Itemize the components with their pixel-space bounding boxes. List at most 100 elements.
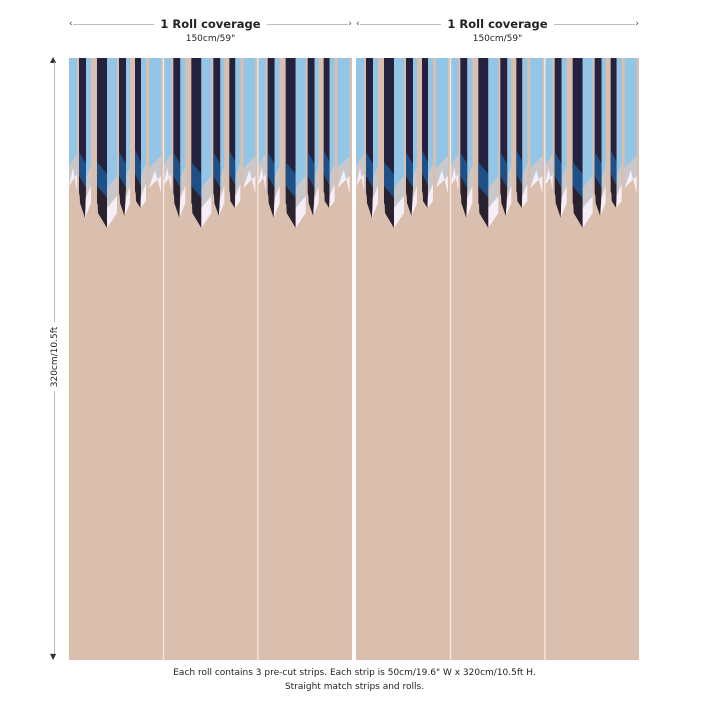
pencil-dark-tip	[285, 186, 296, 228]
pencil-grey-band	[220, 166, 225, 198]
pencil-grey-band	[488, 176, 499, 208]
pencil-light-body	[314, 58, 319, 178]
pencil-light-body	[220, 58, 225, 178]
pencil-light-body	[257, 58, 266, 166]
pencil-light-body	[180, 58, 186, 178]
pencil-dark-tip	[610, 174, 617, 208]
pencil-light-body	[561, 58, 567, 178]
pencil-grey-band	[235, 164, 241, 196]
pencil-white-tip	[544, 168, 553, 191]
pencil-blue-band	[267, 152, 275, 188]
pencil-dark-tip	[191, 186, 202, 228]
strip-divider	[162, 58, 165, 660]
pencil-dark-tip	[516, 174, 523, 208]
pencil-white-tip	[505, 186, 512, 216]
pencil-dark-tip	[323, 174, 330, 208]
pencil-light-body	[373, 58, 378, 178]
strip-divider	[544, 58, 546, 660]
pencil-light-body	[126, 58, 130, 178]
pencil-blue-band	[516, 150, 523, 186]
pencil-white-tip	[163, 168, 172, 191]
roll-2-title: 1 Roll coverage	[441, 17, 554, 31]
pencil-white-tip	[436, 170, 448, 193]
pencil-grey-band	[561, 166, 567, 198]
pencil-white-tip	[616, 184, 622, 208]
pencil-grey-band	[201, 176, 212, 208]
pencil-light-body	[356, 58, 364, 166]
pencil-white-tip	[149, 170, 161, 193]
pencil-dark-tip	[366, 176, 373, 218]
arrow-down-icon: ▼	[50, 652, 57, 661]
pencil-white-tip	[466, 186, 473, 218]
height-label: 320cm/10.5ft	[50, 322, 60, 392]
pencil-white-tip	[530, 170, 543, 193]
pencil-dark-tip	[594, 176, 602, 216]
roll-2-width-label: 150cm/59"	[472, 34, 523, 44]
pencil-white-tip	[337, 170, 350, 193]
pencil-dark-tip	[478, 186, 489, 228]
pencil-grey-band	[428, 164, 433, 196]
arrow-right-icon: ›	[635, 19, 639, 29]
pencil-light-body	[428, 58, 433, 176]
pencil-grey-band	[141, 164, 146, 196]
pencil-light-body	[522, 58, 528, 176]
roll-1-coverage-header: ‹ › 1 Roll coverage 150cm/59"	[69, 16, 352, 50]
pencil-white-tip	[273, 186, 280, 218]
pencil-white-tip	[488, 196, 499, 228]
pencil-blue-band	[572, 162, 583, 198]
pencil-white-tip	[201, 196, 212, 228]
pencil-white-tip	[411, 186, 417, 216]
pencil-dark-tip	[119, 176, 126, 216]
pencil-blue-band	[191, 162, 202, 198]
pencil-light-body	[274, 58, 280, 178]
pencil-dark-tip	[229, 174, 236, 208]
pencil-light-body	[69, 58, 77, 166]
pencil-light-body	[201, 58, 212, 188]
pencil-blue-band	[323, 150, 330, 186]
pencil-dark-tip	[267, 176, 275, 218]
pencil-light-body	[235, 58, 241, 176]
pencil-dark-tip	[173, 176, 181, 218]
pencil-white-tip	[295, 196, 306, 228]
pencil-blue-band	[554, 152, 562, 188]
pencil-light-body	[544, 58, 553, 166]
pencil-grey-band	[373, 166, 378, 198]
pencil-dark-tip	[97, 186, 107, 228]
pencil-grey-band	[522, 164, 528, 196]
pencil-blue-band	[173, 152, 181, 188]
pencil-white-tip	[313, 186, 319, 216]
pencil-white-tip	[257, 168, 266, 191]
pencil-white-tip	[356, 168, 364, 191]
pencil-white-tip	[582, 196, 593, 228]
pencil-grey-band	[413, 166, 417, 198]
pencil-white-tip	[85, 186, 91, 218]
pencil-white-tip	[107, 196, 117, 228]
pencil-light-body	[163, 58, 172, 166]
strip-divider	[449, 58, 452, 660]
pencil-white-tip	[450, 168, 459, 191]
arrow-right-icon: ›	[348, 19, 352, 29]
strip-divider	[257, 58, 259, 660]
pencil-grey-band	[295, 176, 306, 208]
pencil-dark-tip	[554, 176, 562, 218]
pencil-white-tip	[140, 184, 146, 208]
pencil-white-tip	[600, 186, 606, 216]
pencil-grey-band	[394, 176, 404, 208]
pencil-dark-tip	[422, 174, 428, 208]
pencil-light-body	[450, 58, 459, 166]
arrow-up-icon: ▲	[50, 55, 57, 64]
pencil-light-body	[337, 58, 350, 168]
pencil-light-body	[243, 58, 256, 168]
pencil-white-tip	[329, 184, 335, 208]
pencil-white-tip	[218, 186, 225, 216]
pencil-dark-tip	[79, 176, 86, 218]
pencil-grey-band	[329, 164, 335, 196]
pencil-grey-band	[601, 166, 606, 198]
pencil-white-tip	[124, 186, 130, 216]
pencil-blue-band	[285, 162, 296, 198]
pencil-light-body	[488, 58, 499, 188]
pencil-light-body	[507, 58, 512, 178]
pencil-light-body	[295, 58, 306, 188]
pencil-grey-band	[86, 166, 91, 198]
pencil-dark-tip	[500, 176, 508, 216]
